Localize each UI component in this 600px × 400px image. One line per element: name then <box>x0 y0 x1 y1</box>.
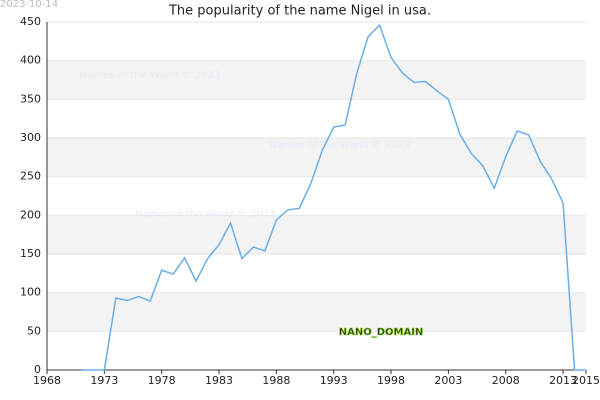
y-tick-label: 450 <box>20 15 41 28</box>
date-stamp: 2023-10-14 <box>0 0 58 10</box>
x-tick-label: 2013 <box>549 374 577 387</box>
grid-band <box>47 60 586 100</box>
watermark: Names of the World © 2023 <box>80 70 221 81</box>
y-tick-label: 100 <box>20 286 41 299</box>
x-tick-label: 2015 <box>572 374 600 387</box>
y-tick-label: 400 <box>20 54 41 67</box>
y-tick-label: 250 <box>20 170 41 183</box>
grid-band <box>47 292 586 332</box>
x-tick-label: 1988 <box>262 374 290 387</box>
x-tick-label: 1998 <box>377 374 405 387</box>
y-tick-label: 0 <box>34 363 41 376</box>
y-tick-label: 300 <box>20 131 41 144</box>
watermark: Names of the World © 2023 <box>135 209 276 220</box>
y-tick-label: 200 <box>20 208 41 221</box>
watermark: Names of the World © 2023 <box>270 140 411 151</box>
y-tick-label: 150 <box>20 247 41 260</box>
line-series <box>81 23 586 371</box>
y-tick-label: 350 <box>20 92 41 105</box>
badge: NANO_DOMAIN <box>339 327 424 338</box>
x-tick-label: 1978 <box>148 374 176 387</box>
x-tick-label: 1968 <box>33 374 61 387</box>
grid-band <box>47 215 586 254</box>
chart-title: The popularity of the name Nigel in usa. <box>168 4 431 19</box>
x-tick-label: 2008 <box>492 374 520 387</box>
x-tick-label: 1993 <box>320 374 348 387</box>
y-tick-label: 50 <box>27 324 41 337</box>
x-tick-label: 2003 <box>434 374 462 387</box>
x-tick-label: 1973 <box>90 374 118 387</box>
x-tick-label: 1983 <box>205 374 233 387</box>
grid-band <box>47 138 586 177</box>
